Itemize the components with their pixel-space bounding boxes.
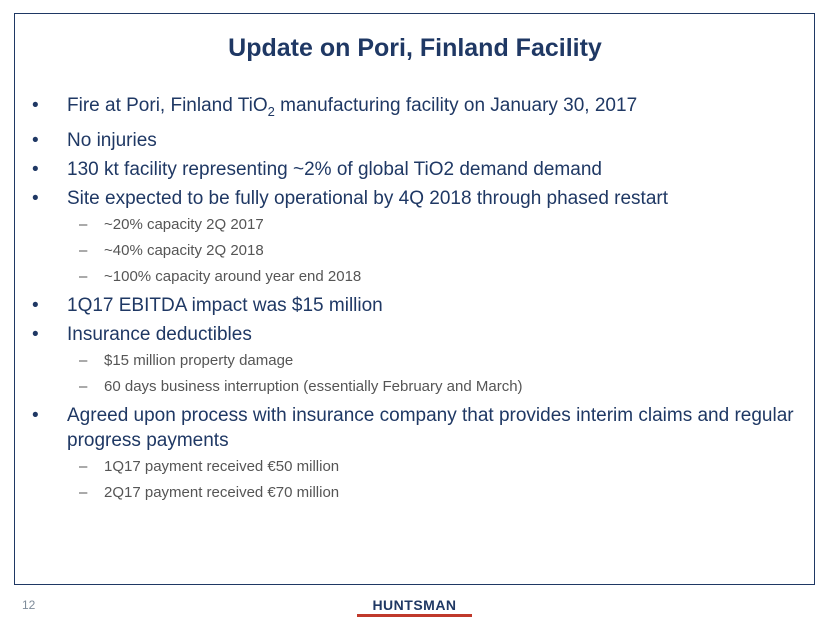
logo-wordmark: HUNTSMAN <box>372 597 457 613</box>
bullet-marker: • <box>32 158 39 180</box>
dash-marker: – <box>79 241 88 259</box>
bullet-marker: • <box>32 404 39 426</box>
sub-bullet-text: ~40% capacity 2Q 2018 <box>104 241 264 259</box>
bullet-list: • Fire at Pori, Finland TiO2 manufacturi… <box>32 93 802 509</box>
logo-underline <box>357 614 472 617</box>
bullet-marker: • <box>32 187 39 209</box>
bullet-item: • Agreed upon process with insurance com… <box>32 403 802 453</box>
bullet-text: Fire at Pori, Finland TiO2 manufacturing… <box>67 95 638 119</box>
dash-marker: – <box>79 267 88 285</box>
dash-marker: – <box>79 483 88 501</box>
sub-bullet-item: –60 days business interruption (essentia… <box>32 377 802 397</box>
bullet-marker: • <box>32 323 39 345</box>
sub-bullet-item: –2Q17 payment received €70 million <box>32 483 802 503</box>
bullet-text: No injuries <box>67 129 157 151</box>
sub-bullet-item: – ~100% capacity around year end 2018 <box>32 267 802 287</box>
bullet-item: • Site expected to be fully operational … <box>32 186 802 211</box>
dash-marker: – <box>79 457 88 475</box>
sub-bullet-text: 2Q17 payment received €70 million <box>104 483 340 501</box>
sub-bullet-item: –1Q17 payment received €50 million <box>32 457 802 477</box>
dash-marker: – <box>79 377 88 395</box>
dash-marker: – <box>79 351 88 369</box>
bullet-item: • Insurance deductibles <box>32 322 802 347</box>
bullet-marker: • <box>32 95 39 116</box>
sub-bullet-item: – $15 million property damage <box>32 351 802 371</box>
bullet-marker: • <box>32 294 39 316</box>
bullet-text: Agreed upon process with insurance compa… <box>67 404 794 451</box>
page-number: 12 <box>22 598 36 612</box>
sub-bullet-text: 60 days business interruption (essential… <box>104 377 523 395</box>
bullet-item: • No injuries <box>32 128 802 153</box>
sub-bullet-text: 1Q17 payment received €50 million <box>104 457 340 475</box>
bullet-item: • 1Q17 EBITDA impact was $15 million <box>32 293 802 318</box>
bullet-marker: • <box>32 129 39 151</box>
dash-marker: – <box>79 215 88 233</box>
slide-frame <box>14 13 815 585</box>
bullet-text: 1Q17 EBITDA impact was $15 million <box>67 294 383 316</box>
sub-bullet-item: – ~20% capacity 2Q 2017 <box>32 215 802 235</box>
huntsman-logo: HUNTSMAN <box>357 597 472 617</box>
bullet-text: Site expected to be fully operational by… <box>67 187 669 209</box>
slide-title: Update on Pori, Finland Facility <box>228 34 602 62</box>
sub-bullet-item: – ~40% capacity 2Q 2018 <box>32 241 802 261</box>
bullet-text: Insurance deductibles <box>67 323 252 345</box>
sub-bullet-text: $15 million property damage <box>104 351 294 369</box>
bullet-text: 130 kt facility representing ~2% of glob… <box>67 158 602 180</box>
bullet-item: • Fire at Pori, Finland TiO2 manufacturi… <box>32 93 802 124</box>
bullet-item: • 130 kt facility representing ~2% of gl… <box>32 157 802 182</box>
sub-bullet-text: ~100% capacity around year end 2018 <box>104 267 362 285</box>
sub-bullet-text: ~20% capacity 2Q 2017 <box>104 215 264 233</box>
